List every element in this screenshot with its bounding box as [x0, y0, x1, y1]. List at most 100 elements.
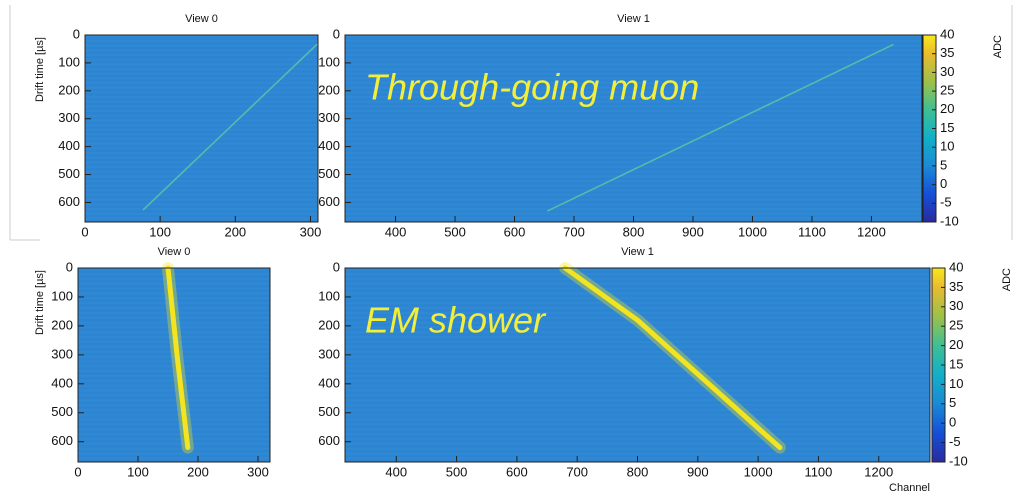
noise-stripe [85, 100, 318, 103]
x-tick-label: 1100 [798, 224, 826, 239]
noise-stripe [345, 398, 930, 402]
noise-stripe [78, 428, 270, 431]
y-tick-label: 600 [51, 433, 73, 448]
noise-stripe [78, 442, 270, 446]
colorbar-tick-label: 0 [940, 176, 947, 191]
noise-stripe [345, 198, 922, 201]
noise-stripe [78, 297, 270, 300]
noise-stripe [345, 165, 922, 169]
noise-stripe [345, 301, 930, 305]
noise-stripe [345, 81, 922, 85]
noise-stripe [78, 292, 270, 295]
y-tick-label: 100 [318, 54, 340, 69]
noise-stripe [345, 72, 922, 75]
noise-stripe [345, 161, 922, 164]
noise-stripe [345, 394, 930, 397]
noise-stripe [345, 326, 930, 329]
noise-stripe [345, 53, 922, 57]
x-tick-label: 800 [623, 224, 645, 239]
noise-stripe [85, 91, 318, 94]
noise-stripe [85, 67, 318, 71]
noise-stripe [345, 374, 930, 378]
shower-core [562, 265, 783, 451]
track [142, 42, 319, 211]
colorbar-label: ADC [992, 35, 1004, 58]
y-tick-label: 200 [51, 317, 73, 332]
y-tick-label: 600 [58, 194, 80, 209]
noise-stripe [345, 428, 930, 431]
noise-stripe [345, 147, 922, 150]
noise-stripe [345, 179, 922, 183]
noise-stripe [345, 151, 922, 155]
noise-stripe [345, 212, 922, 215]
x-tick-label: 700 [563, 224, 585, 239]
noise-stripe [78, 398, 270, 402]
noise-stripe [85, 207, 318, 211]
noise-stripe [85, 151, 318, 155]
noise-stripe [78, 350, 270, 353]
noise-stripe [345, 311, 930, 315]
noise-stripe [345, 408, 930, 412]
noise-stripe [85, 63, 318, 66]
y-tick-label: 400 [318, 375, 340, 390]
noise-stripe [345, 123, 922, 127]
colorbar-tick-label: 40 [949, 259, 963, 274]
noise-stripe [78, 268, 270, 271]
noise-stripe [85, 109, 318, 113]
panel-title: View 0 [158, 246, 191, 258]
noise-stripe [345, 345, 930, 349]
noise-stripe [78, 360, 270, 363]
noise-stripe [345, 369, 930, 373]
noise-stripe [345, 423, 930, 426]
noise-stripe [345, 114, 922, 117]
colorbar-label: ADC [1001, 268, 1013, 291]
x-axis-label: Channel [889, 482, 930, 494]
y-tick-label: 400 [58, 138, 80, 153]
noise-stripe [345, 203, 922, 206]
noise-stripe [78, 365, 270, 368]
noise-stripe [345, 91, 922, 94]
noise-stripe [345, 142, 922, 145]
noise-stripe [345, 340, 930, 344]
noise-stripe [85, 123, 318, 127]
y-tick-label: 300 [58, 110, 80, 125]
colorbar-tick-label: 25 [949, 318, 963, 333]
noise-stripe [345, 58, 922, 61]
noise-stripe [78, 457, 270, 460]
noise-stripe [85, 58, 318, 61]
noise-stripe [78, 282, 270, 285]
noise-stripe [85, 95, 318, 99]
x-tick-label: 0 [74, 464, 81, 479]
y-tick-label: 500 [318, 404, 340, 419]
track [547, 43, 894, 212]
y-tick-label: 300 [318, 110, 340, 125]
noise-stripe [345, 207, 922, 211]
x-tick-label: 300 [300, 224, 322, 239]
noise-stripe [85, 193, 318, 197]
noise-stripe [78, 277, 270, 281]
y-tick-label: 100 [318, 288, 340, 303]
noise-stripe [345, 432, 930, 436]
colorbar-tick-label: -5 [949, 434, 961, 449]
noise-stripe [78, 413, 270, 416]
noise-stripe [345, 35, 922, 38]
noise-stripe [78, 447, 270, 450]
noise-stripe [78, 389, 270, 392]
noise-stripe [85, 137, 318, 141]
noise-stripe [78, 423, 270, 426]
y-tick-label: 500 [51, 404, 73, 419]
x-tick-label: 100 [127, 464, 149, 479]
noise-stripe [85, 35, 318, 38]
panel-title: View 0 [185, 13, 218, 25]
y-tick-label: 100 [58, 54, 80, 69]
noise-stripe [78, 408, 270, 412]
noise-stripe [345, 105, 922, 108]
y-tick-label: 200 [58, 82, 80, 97]
noise-stripe [345, 137, 922, 141]
colorbar-tick-label: 30 [949, 298, 963, 313]
y-tick-label: 300 [318, 346, 340, 361]
noise-stripe [345, 379, 930, 382]
noise-stripe [85, 161, 318, 164]
noise-stripe [345, 268, 930, 271]
noise-stripe [85, 128, 318, 131]
